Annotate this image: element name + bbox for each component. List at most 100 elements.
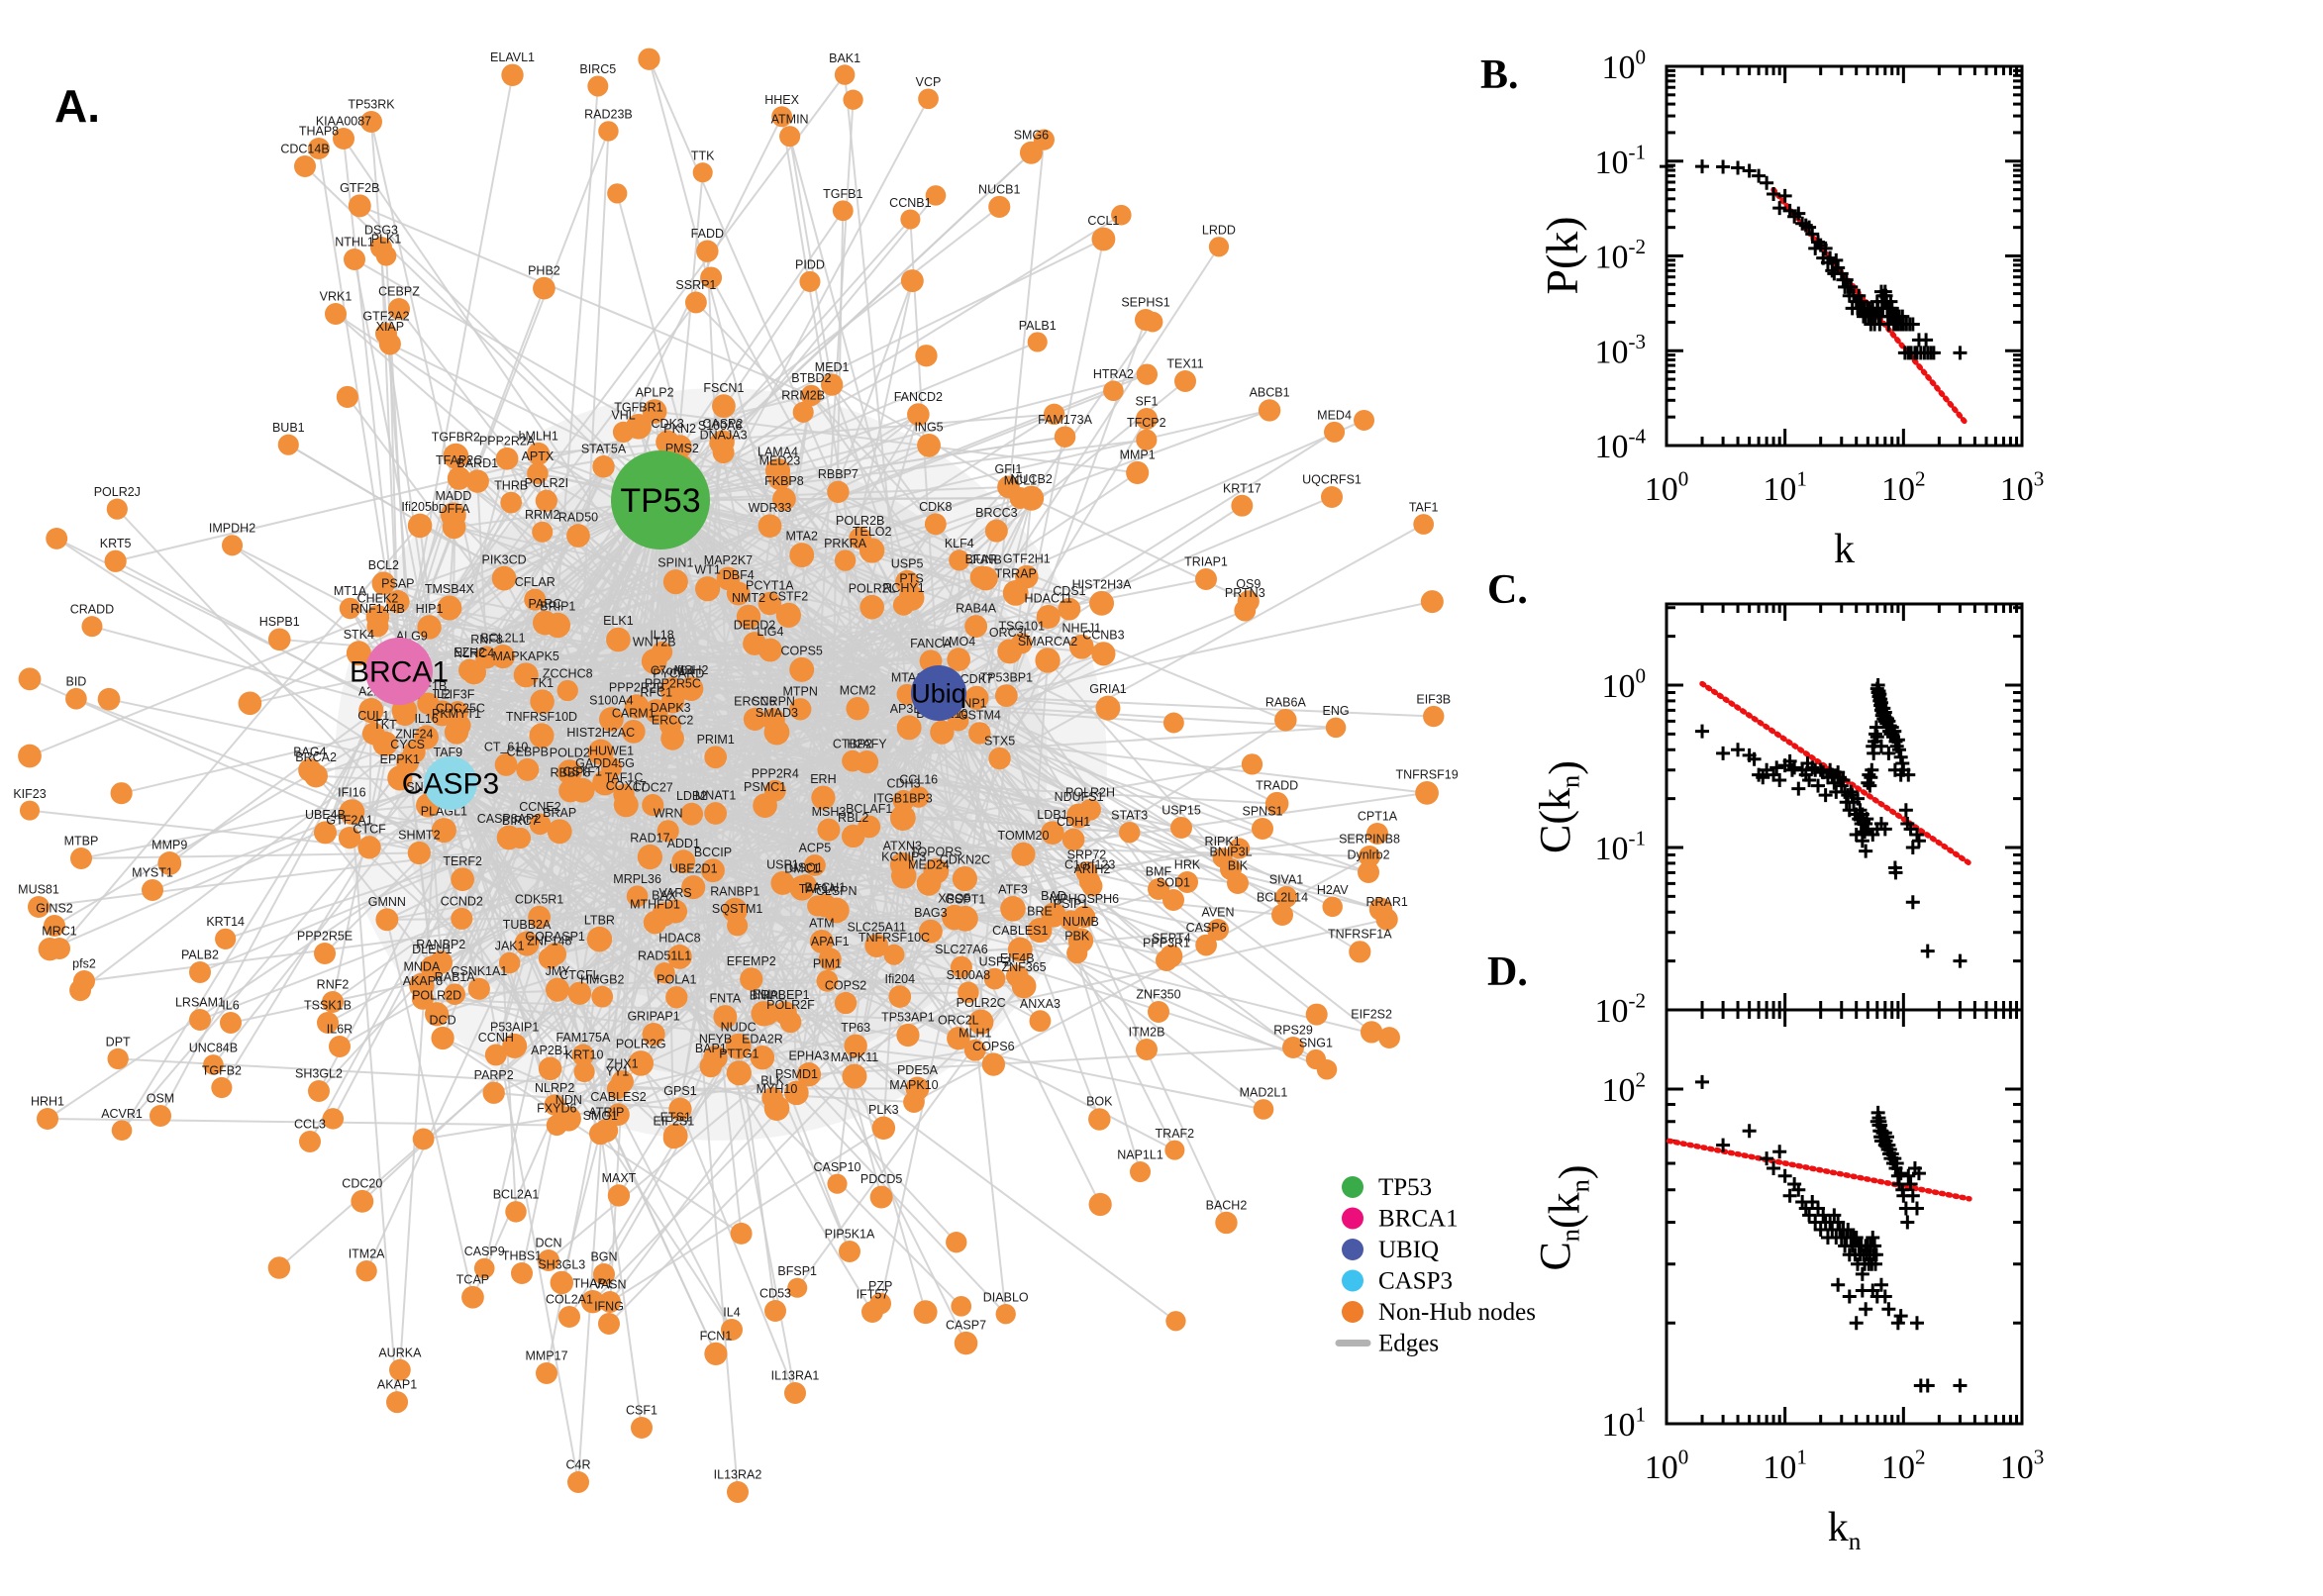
network-node[interactable] — [498, 951, 521, 974]
network-node[interactable] — [516, 757, 540, 781]
network-node[interactable] — [1000, 896, 1026, 922]
network-node[interactable] — [947, 1027, 970, 1050]
network-node[interactable] — [375, 245, 397, 266]
network-node[interactable] — [695, 576, 721, 602]
network-node[interactable] — [696, 240, 719, 262]
network-node[interactable] — [28, 896, 50, 918]
network-node[interactable] — [846, 696, 869, 721]
network-node[interactable] — [599, 707, 624, 732]
network-node[interactable] — [612, 421, 635, 444]
network-node[interactable] — [864, 934, 889, 957]
network-node[interactable] — [900, 209, 921, 230]
network-node[interactable] — [1195, 934, 1217, 956]
network-node[interactable] — [784, 1382, 806, 1404]
network-node[interactable] — [567, 981, 592, 1005]
network-node[interactable] — [858, 815, 881, 839]
network-node[interactable] — [371, 571, 396, 596]
network-node[interactable] — [598, 1313, 620, 1335]
network-node[interactable] — [372, 731, 398, 756]
network-node[interactable] — [665, 986, 688, 1009]
network-node[interactable] — [651, 641, 673, 663]
network-node[interactable] — [930, 720, 955, 745]
network-node[interactable] — [1359, 846, 1380, 867]
network-node[interactable] — [1258, 399, 1281, 422]
network-node[interactable] — [388, 298, 410, 320]
network-node[interactable] — [684, 291, 707, 314]
network-node[interactable] — [1321, 486, 1343, 508]
network-node[interactable] — [142, 879, 163, 901]
network-node[interactable] — [1360, 1021, 1383, 1044]
network-node[interactable] — [314, 943, 336, 964]
network-node[interactable] — [652, 902, 676, 927]
network-node[interactable] — [895, 569, 920, 594]
network-node[interactable] — [1041, 821, 1064, 845]
network-node[interactable] — [631, 1417, 653, 1439]
network-node[interactable] — [736, 604, 761, 630]
network-node[interactable] — [1160, 945, 1183, 968]
network-node[interactable] — [963, 1039, 986, 1061]
network-node[interactable] — [700, 266, 723, 289]
network-node[interactable] — [668, 1097, 692, 1121]
network-node[interactable] — [420, 955, 444, 979]
network-node[interactable] — [81, 616, 103, 638]
network-node[interactable] — [467, 977, 490, 1000]
network-node[interactable] — [111, 1120, 133, 1141]
hub-node-ubiq[interactable] — [911, 665, 966, 721]
network-node[interactable] — [889, 805, 916, 831]
network-node[interactable] — [317, 1012, 339, 1034]
network-node[interactable] — [968, 722, 991, 745]
network-node[interactable] — [387, 765, 413, 791]
network-node[interactable] — [792, 401, 814, 423]
network-node[interactable] — [1354, 409, 1375, 431]
network-node[interactable] — [505, 1201, 527, 1223]
network-node[interactable] — [1036, 604, 1060, 630]
network-node[interactable] — [407, 841, 431, 865]
network-node[interactable] — [524, 588, 547, 611]
network-node[interactable] — [344, 249, 365, 270]
network-node[interactable] — [267, 628, 291, 651]
network-node[interactable] — [727, 1481, 749, 1503]
network-node[interactable] — [215, 928, 237, 949]
network-node[interactable] — [772, 487, 796, 511]
network-node[interactable] — [834, 549, 857, 571]
network-node[interactable] — [70, 848, 92, 869]
network-node[interactable] — [1136, 363, 1159, 385]
network-node[interactable] — [954, 1331, 978, 1355]
network-node[interactable] — [533, 276, 556, 300]
network-node[interactable] — [967, 1009, 994, 1036]
network-node[interactable] — [211, 1076, 233, 1099]
network-node[interactable] — [1148, 1001, 1169, 1023]
network-node[interactable] — [1029, 1010, 1052, 1033]
network-node[interactable] — [1162, 712, 1184, 734]
network-node[interactable] — [820, 373, 844, 396]
network-node[interactable] — [621, 720, 646, 744]
network-node[interactable] — [386, 590, 410, 614]
network-node[interactable] — [750, 1045, 775, 1070]
network-node[interactable] — [417, 692, 440, 715]
network-node[interactable] — [267, 1256, 291, 1279]
network-node[interactable] — [764, 1300, 786, 1322]
network-node[interactable] — [796, 1062, 822, 1087]
network-node[interactable] — [544, 943, 566, 965]
network-node[interactable] — [761, 1087, 783, 1109]
network-node[interactable] — [308, 138, 330, 159]
network-node[interactable] — [710, 430, 735, 454]
network-node[interactable] — [600, 756, 623, 779]
network-node[interactable] — [871, 1116, 896, 1141]
network-node[interactable] — [65, 687, 87, 710]
network-node[interactable] — [509, 827, 532, 849]
network-node[interactable] — [892, 789, 915, 812]
network-node[interactable] — [346, 641, 371, 666]
network-node[interactable] — [606, 627, 631, 652]
network-node[interactable] — [44, 915, 65, 937]
network-node[interactable] — [915, 345, 938, 367]
network-node[interactable] — [567, 1471, 589, 1493]
network-node[interactable] — [355, 1260, 377, 1282]
network-node[interactable] — [556, 679, 578, 702]
network-node[interactable] — [613, 792, 639, 818]
network-node[interactable] — [843, 89, 863, 110]
network-node[interactable] — [550, 1270, 574, 1295]
network-node[interactable] — [1227, 872, 1249, 894]
network-node[interactable] — [447, 466, 471, 490]
network-node[interactable] — [447, 701, 469, 723]
